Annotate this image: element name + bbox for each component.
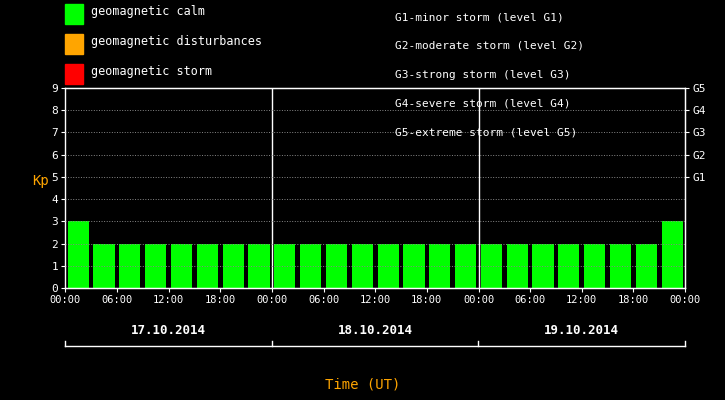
Y-axis label: Kp: Kp [32,174,49,188]
Text: G4-severe storm (level G4): G4-severe storm (level G4) [395,98,571,108]
Text: geomagnetic disturbances: geomagnetic disturbances [91,36,262,48]
Bar [171,244,192,288]
Text: G1-minor storm (level G1): G1-minor storm (level G1) [395,12,564,22]
Text: geomagnetic storm: geomagnetic storm [91,66,212,78]
Text: 17.10.2014: 17.10.2014 [131,324,206,336]
Bar [378,244,399,288]
Bar [352,244,373,288]
Bar [481,244,502,288]
Text: 18.10.2014: 18.10.2014 [338,324,413,336]
Bar [584,244,605,288]
Text: G2-moderate storm (level G2): G2-moderate storm (level G2) [395,41,584,51]
Bar [403,244,425,288]
Text: geomagnetic calm: geomagnetic calm [91,6,204,18]
Bar [429,244,450,288]
Bar [119,244,141,288]
Bar [67,221,88,288]
Text: G3-strong storm (level G3): G3-strong storm (level G3) [395,70,571,80]
Bar [300,244,321,288]
Bar [196,244,218,288]
Bar [610,244,631,288]
Bar [326,244,347,288]
Bar [145,244,166,288]
Bar [558,244,579,288]
Bar [532,244,554,288]
Bar [636,244,657,288]
Text: Time (UT): Time (UT) [325,377,400,391]
Bar [662,221,683,288]
Bar [507,244,528,288]
Bar [274,244,295,288]
Bar [249,244,270,288]
Bar [94,244,115,288]
Bar [223,244,244,288]
Bar [455,244,476,288]
Text: G5-extreme storm (level G5): G5-extreme storm (level G5) [395,127,577,137]
Text: 19.10.2014: 19.10.2014 [544,324,619,336]
